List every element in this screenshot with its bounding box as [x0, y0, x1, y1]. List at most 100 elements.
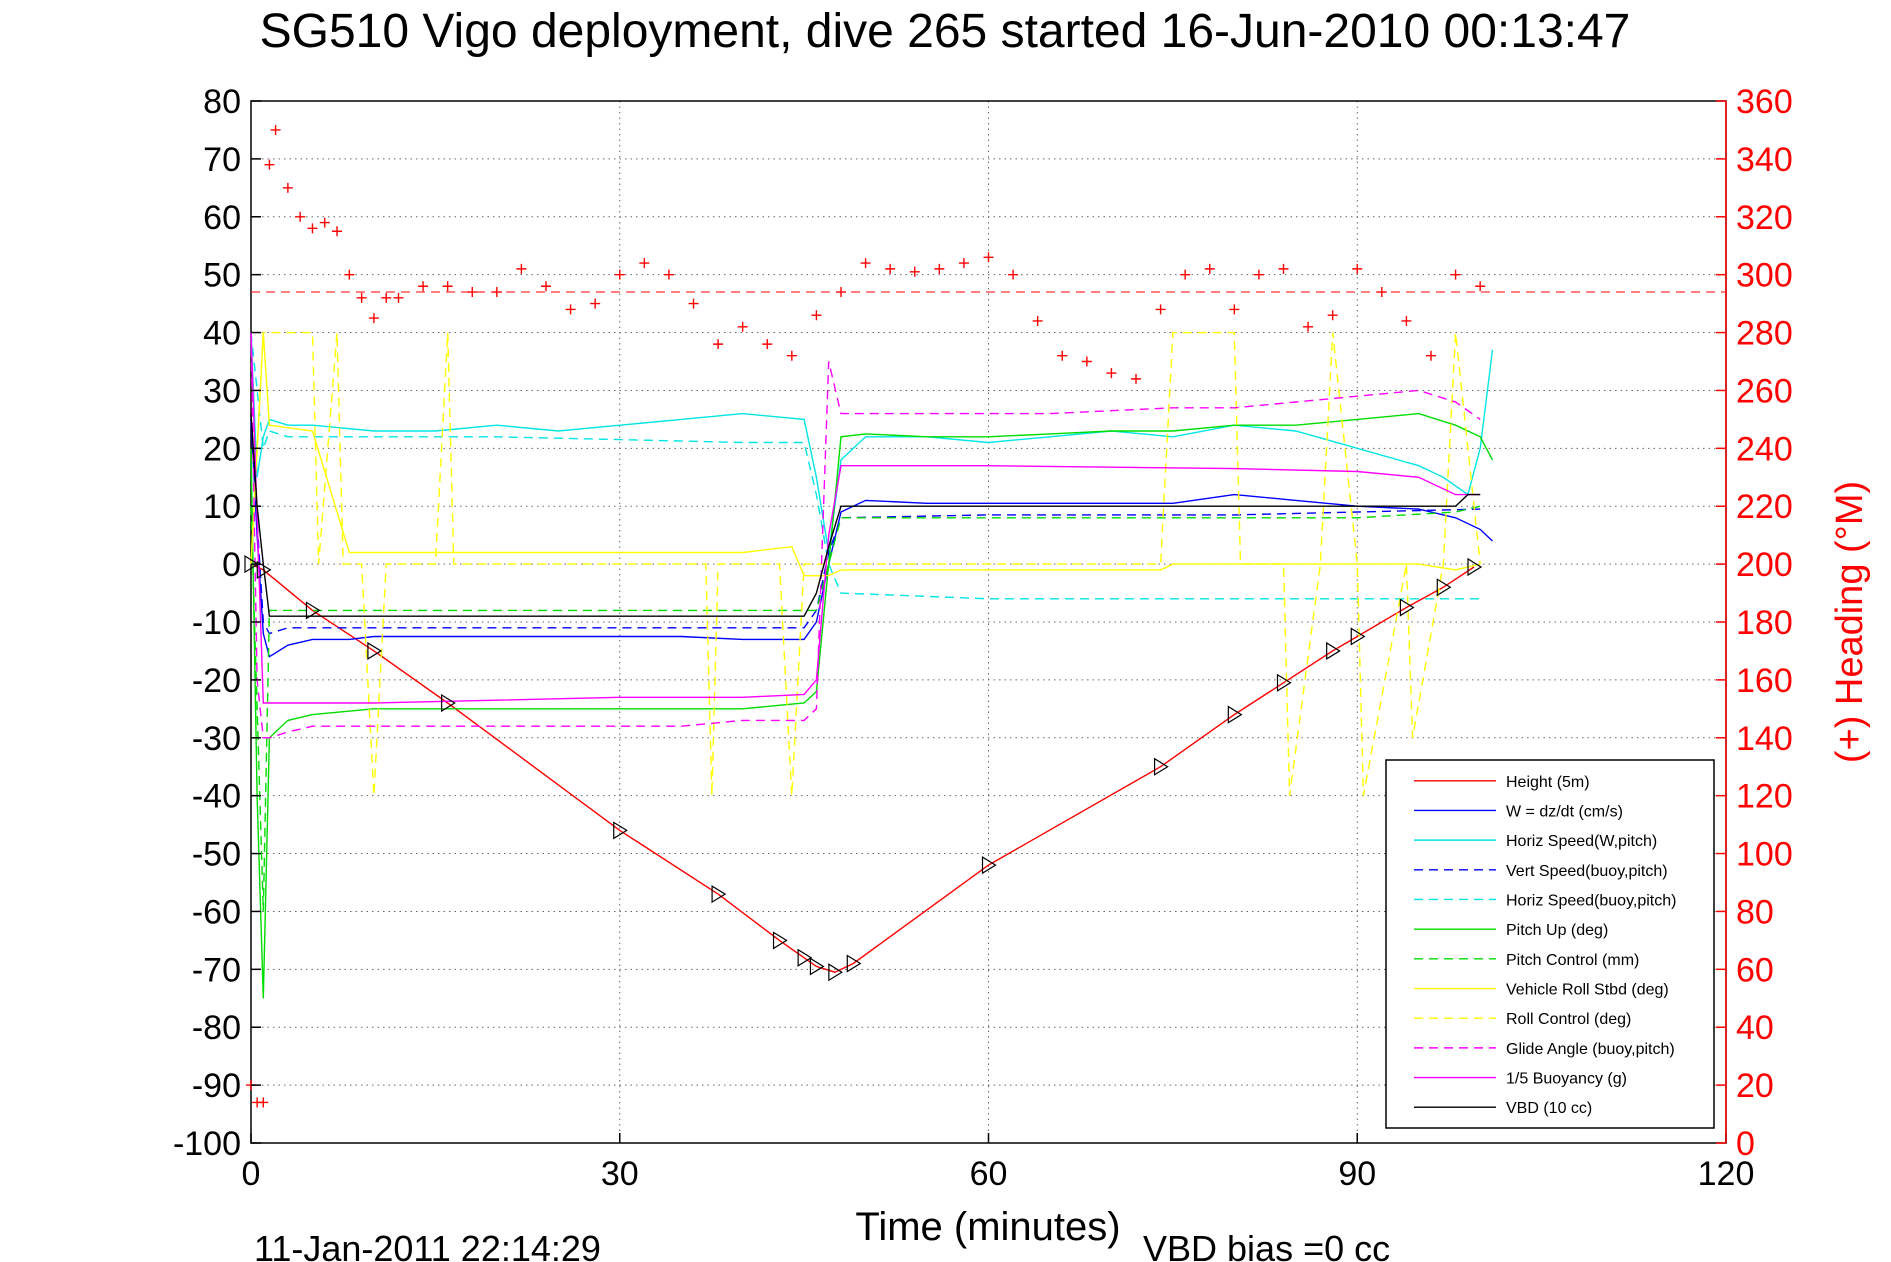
heading-point: [1303, 321, 1314, 332]
heading-point: [885, 263, 896, 274]
x-tick-label: 0: [242, 1155, 261, 1193]
legend-label: Vert Speed(buoy,pitch): [1506, 863, 1668, 880]
y-right-tick-label: 140: [1736, 720, 1793, 758]
y-tick-label: 50: [203, 257, 241, 295]
dive-marker: [441, 693, 456, 713]
y-right-tick-label: 360: [1736, 83, 1793, 121]
y-tick-label: -60: [192, 893, 241, 931]
heading-point: [270, 124, 281, 135]
heading-point: [381, 292, 392, 303]
legend-label: 1/5 Buoyancy (g): [1506, 1071, 1627, 1088]
right-axis-ticks: 3603403203002802602402202001801601401201…: [1716, 83, 1793, 1163]
y-right-tick-label: 280: [1736, 315, 1793, 353]
heading-point: [307, 223, 318, 234]
series-line-height-5m: [250, 563, 1475, 973]
heading-point: [1204, 263, 1215, 274]
heading-point: [491, 287, 502, 298]
dive-marker: [846, 954, 862, 973]
heading-point: [356, 292, 367, 303]
dive-markers: [244, 555, 1483, 982]
heading-point: [1352, 263, 1363, 274]
heading-point: [762, 339, 773, 350]
heading-point: [1008, 269, 1019, 280]
dive-marker: [797, 948, 813, 967]
y-right-tick-label: 100: [1736, 836, 1793, 874]
dive-marker: [828, 963, 843, 982]
dive-marker: [1326, 641, 1341, 661]
legend-label: Horiz Speed(W,pitch): [1506, 833, 1657, 850]
right-axis-label: (+) Heading (°M): [1829, 481, 1871, 763]
y-tick-label: 30: [203, 372, 241, 410]
heading-point: [282, 182, 293, 193]
y-right-tick-label: 20: [1736, 1067, 1774, 1105]
y-tick-label: 0: [222, 546, 241, 584]
heading-point: [983, 252, 994, 263]
heading-point: [1229, 304, 1240, 315]
dive-marker: [1276, 673, 1292, 692]
x-tick-label: 60: [970, 1155, 1008, 1193]
y-right-tick-label: 240: [1736, 430, 1793, 468]
y-tick-label: -40: [192, 778, 241, 816]
chart-title: SG510 Vigo deployment, dive 265 started …: [260, 5, 1631, 58]
y-right-tick-label: 220: [1736, 488, 1793, 526]
dive-marker: [305, 601, 321, 620]
heading-point: [1278, 263, 1289, 274]
x-tick-label: 120: [1698, 1155, 1755, 1193]
heading-point: [541, 281, 551, 292]
heading-point: [332, 226, 343, 237]
legend-label: VBD (10 cc): [1506, 1100, 1592, 1117]
series-line-roll-control-deg: [250, 331, 1481, 796]
x-tick-label: 30: [601, 1155, 639, 1193]
heading-point: [811, 310, 822, 321]
dive-marker: [1467, 557, 1483, 577]
heading-point: [368, 313, 379, 324]
y-right-tick-label: 160: [1736, 662, 1793, 700]
heading-point: [295, 211, 306, 222]
heading-point: [1253, 269, 1264, 280]
y-tick-label: 60: [203, 199, 241, 237]
series-line-pitch-up-deg: [250, 412, 1494, 999]
dive-marker: [981, 856, 997, 875]
bottom-axis-ticks: 0 30 60 90 120: [242, 1133, 1755, 1193]
x-axis-label: Time (minutes): [855, 1205, 1120, 1249]
legend-label: Pitch Control (mm): [1506, 952, 1639, 969]
dive-marker: [809, 957, 825, 976]
y-tick-label: -70: [192, 951, 241, 989]
heading-point: [1376, 287, 1387, 298]
heading-point: [258, 1097, 269, 1108]
y-right-tick-label: 120: [1736, 778, 1793, 816]
legend: Height (5m) W = dz/dt (cm/s) Horiz Speed(W…: [1385, 759, 1715, 1129]
legend-label: Horiz Speed(buoy,pitch): [1506, 892, 1676, 909]
x-tick-label: 90: [1338, 1155, 1376, 1193]
heading-point: [1057, 350, 1068, 361]
heading-point: [1475, 281, 1486, 292]
dive-marker: [1399, 598, 1415, 617]
dive-marker: [772, 931, 788, 950]
series-line-vbd-10-cc: [250, 413, 1481, 617]
dive-marker: [244, 555, 260, 574]
series-line-vehicle-roll-stbd-deg: [250, 332, 1481, 577]
legend-label: Vehicle Roll Stbd (deg): [1506, 982, 1669, 999]
y-right-tick-label: 40: [1736, 1009, 1774, 1047]
y-right-tick-label: 320: [1736, 199, 1793, 237]
heading-point: [688, 298, 699, 309]
heading-point: [1131, 373, 1141, 384]
left-axis-ticks: 80 70 60 50 40 30 20 10 0 -10 -20 -30 -40 -50 -60 -70 -8…: [173, 83, 261, 1163]
vbd-bias-label: VBD bias =0 cc: [1143, 1228, 1390, 1262]
y-tick-label: -90: [192, 1067, 241, 1105]
heading-point: [418, 281, 429, 292]
series-line-w-dz-dt-cm-s: [250, 419, 1493, 658]
heading-layer: [246, 124, 1726, 1108]
series-line-glide-angle-buoy-pitch: [250, 332, 1481, 739]
y-right-tick-label: 340: [1736, 141, 1793, 179]
legend-label: Glide Angle (buoy,pitch): [1506, 1041, 1675, 1058]
heading-point: [1426, 350, 1436, 361]
heading-point: [264, 159, 275, 170]
dive-marker: [1350, 627, 1366, 646]
heading-point: [1155, 304, 1166, 315]
y-tick-label: 70: [203, 141, 241, 179]
dive-marker: [1153, 757, 1169, 776]
y-tick-label: -30: [192, 720, 241, 758]
dive-marker: [1227, 705, 1243, 724]
heading-point: [786, 350, 797, 361]
